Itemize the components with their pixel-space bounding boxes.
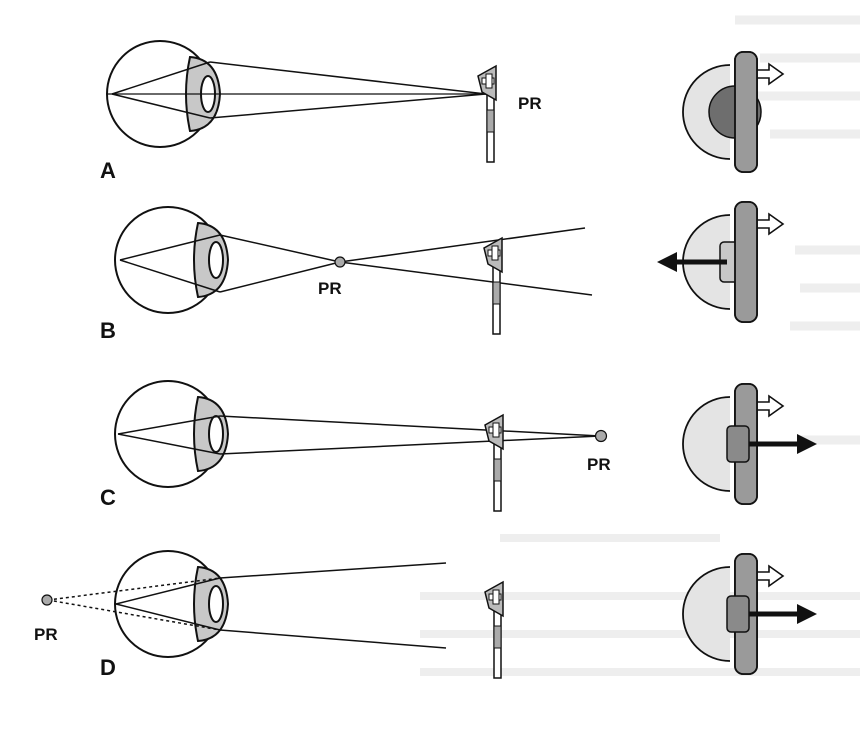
panel-c: PR C <box>100 380 817 512</box>
far-point-marker <box>41 594 53 606</box>
ray-lines <box>117 415 601 455</box>
eye-icon <box>114 380 229 488</box>
panel-d: PR D <box>34 550 817 680</box>
background-bleed <box>420 15 860 676</box>
ray-lines <box>47 562 447 649</box>
ray-lines <box>106 61 487 119</box>
eye-icon <box>114 206 229 314</box>
panel-label: D <box>100 655 116 680</box>
panel-label: C <box>100 485 116 510</box>
refraction-target-icon <box>477 65 497 163</box>
lens-diagram-icon <box>682 51 784 173</box>
pr-label: PR <box>518 94 542 113</box>
panel-label: A <box>100 158 116 183</box>
refraction-target-icon <box>484 414 504 512</box>
ray-lines <box>119 227 593 296</box>
pr-label: PR <box>34 625 58 644</box>
panel-a: PR A <box>100 40 784 183</box>
pr-label: PR <box>318 279 342 298</box>
arrow-icon <box>749 604 817 624</box>
eye-icon <box>114 550 229 658</box>
arrow-icon <box>657 252 727 272</box>
lens-diagram-icon <box>682 553 817 675</box>
pr-label: PR <box>587 455 611 474</box>
refraction-target-icon <box>483 237 503 335</box>
far-point-marker <box>594 429 608 443</box>
arrow-icon <box>749 434 817 454</box>
panel-b: PR B <box>100 201 784 343</box>
lens-diagram-icon <box>657 201 784 323</box>
far-point-marker <box>334 256 346 268</box>
lens-diagram-icon <box>682 383 817 505</box>
panel-label: B <box>100 318 116 343</box>
